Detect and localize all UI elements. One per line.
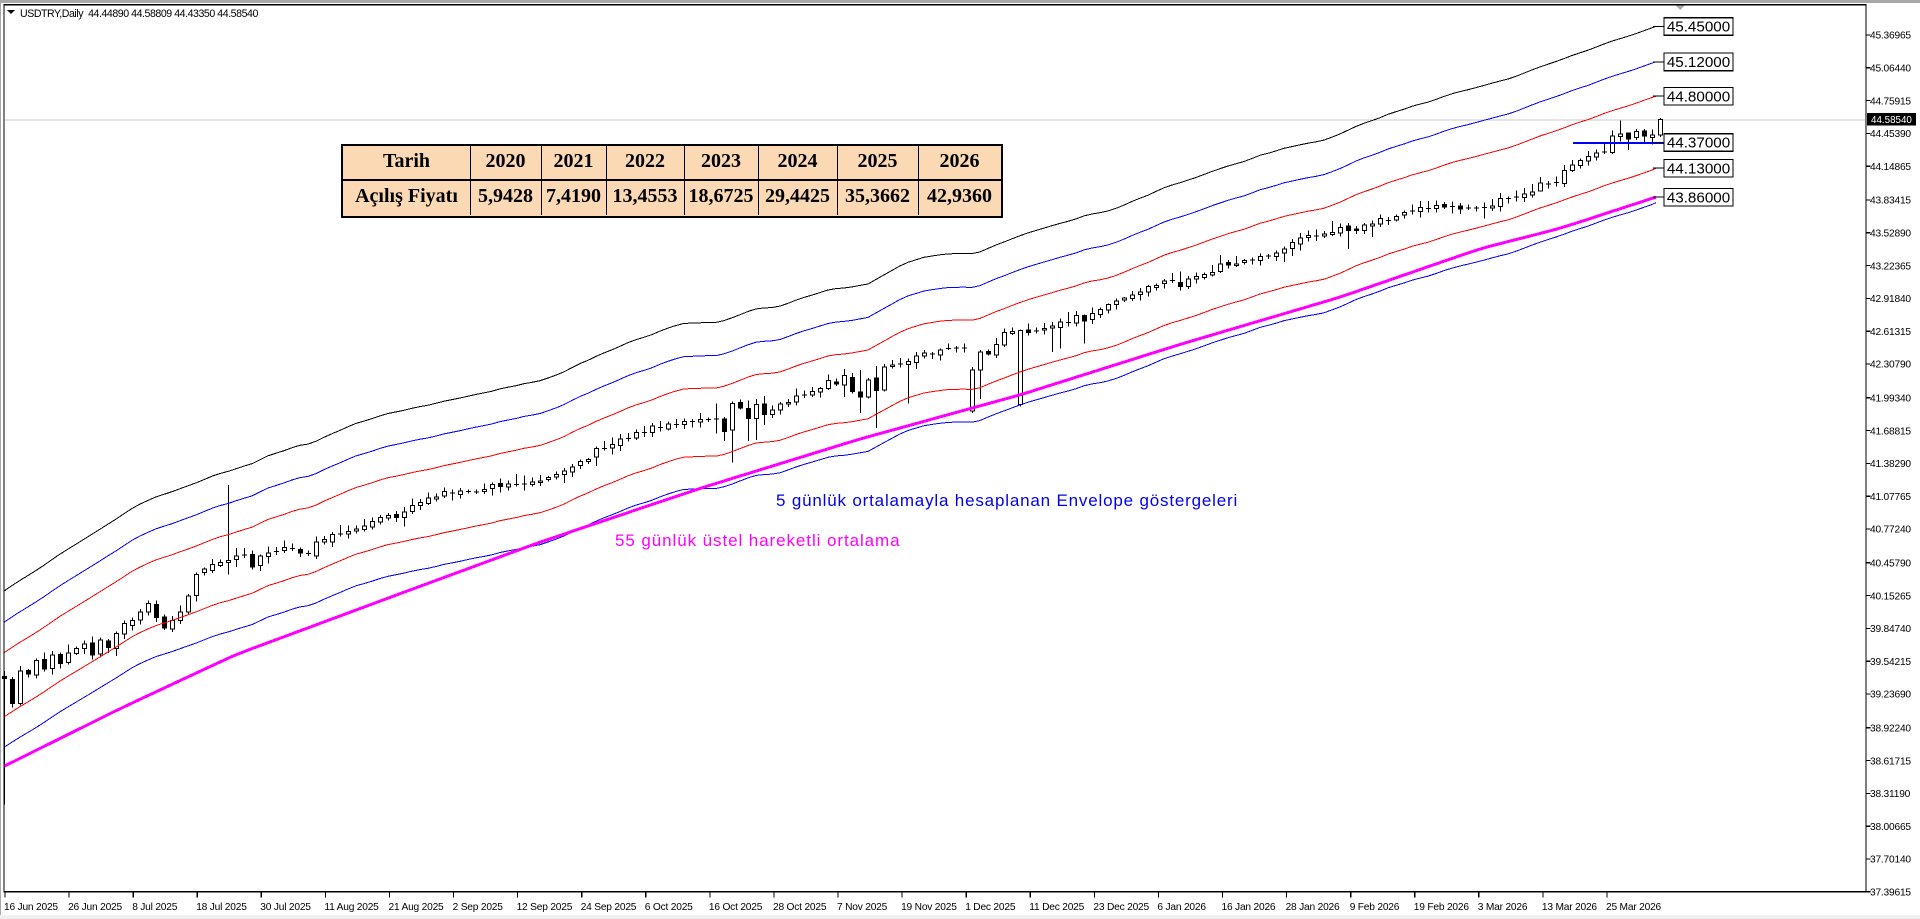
svg-text:45.45000: 45.45000 [1667,19,1730,36]
svg-text:23 Dec 2025: 23 Dec 2025 [1093,902,1149,913]
svg-text:42.30790: 42.30790 [1870,360,1911,371]
svg-text:25 Mar 2026: 25 Mar 2026 [1606,902,1662,913]
svg-text:42.91840: 42.91840 [1870,294,1911,305]
svg-text:37.39615: 37.39615 [1870,888,1911,899]
svg-text:41.38290: 41.38290 [1870,459,1911,470]
svg-text:13 Mar 2026: 13 Mar 2026 [1542,902,1598,913]
svg-text:30 Jul 2025: 30 Jul 2025 [260,902,311,913]
svg-text:43.83415: 43.83415 [1870,196,1911,207]
svg-text:12 Sep 2025: 12 Sep 2025 [517,902,573,913]
svg-text:43.52890: 43.52890 [1870,229,1911,240]
svg-text:44.75915: 44.75915 [1870,96,1911,107]
svg-text:38.00665: 38.00665 [1870,822,1911,833]
svg-text:26 Jun 2025: 26 Jun 2025 [68,902,122,913]
svg-text:42.61315: 42.61315 [1870,327,1911,338]
svg-text:44.37000: 44.37000 [1667,135,1730,152]
svg-text:16 Jan 2026: 16 Jan 2026 [1222,902,1276,913]
svg-text:16 Jun 2025: 16 Jun 2025 [4,902,58,913]
svg-text:39.23690: 39.23690 [1870,690,1911,701]
svg-text:40.15265: 40.15265 [1870,591,1911,602]
svg-text:3 Mar 2026: 3 Mar 2026 [1478,902,1528,913]
svg-text:28 Oct 2025: 28 Oct 2025 [773,902,827,913]
svg-text:2 Sep 2025: 2 Sep 2025 [453,902,504,913]
svg-text:44.45390: 44.45390 [1870,129,1911,140]
svg-text:11 Aug 2025: 11 Aug 2025 [324,902,379,913]
svg-text:9 Feb 2026: 9 Feb 2026 [1350,902,1400,913]
svg-text:44.13000: 44.13000 [1667,161,1730,178]
svg-text:43.22365: 43.22365 [1870,261,1911,272]
svg-text:19 Feb 2026: 19 Feb 2026 [1414,902,1470,913]
svg-text:45.12000: 45.12000 [1667,54,1730,71]
svg-text:11 Dec 2025: 11 Dec 2025 [1029,902,1084,913]
svg-text:44.58540: 44.58540 [1871,115,1912,126]
svg-text:45.36965: 45.36965 [1870,31,1911,42]
svg-text:16 Oct 2025: 16 Oct 2025 [709,902,763,913]
svg-text:41.99340: 41.99340 [1870,394,1911,405]
svg-text:6 Jan 2026: 6 Jan 2026 [1157,902,1206,913]
svg-text:39.54215: 39.54215 [1870,657,1911,668]
svg-text:41.68815: 41.68815 [1870,426,1911,437]
svg-text:1 Dec 2025: 1 Dec 2025 [965,902,1016,913]
svg-text:37.70140: 37.70140 [1870,855,1911,866]
svg-text:6 Oct 2025: 6 Oct 2025 [645,902,693,913]
svg-text:28 Jan 2026: 28 Jan 2026 [1286,902,1340,913]
svg-text:38.31190: 38.31190 [1870,789,1911,800]
svg-text:38.92240: 38.92240 [1870,724,1911,735]
svg-text:38.61715: 38.61715 [1870,756,1911,767]
svg-text:40.77240: 40.77240 [1870,525,1911,536]
svg-text:44.14865: 44.14865 [1870,162,1911,173]
svg-text:8 Jul 2025: 8 Jul 2025 [132,902,178,913]
svg-text:39.84740: 39.84740 [1870,624,1911,635]
svg-text:40.45790: 40.45790 [1870,559,1911,570]
svg-text:43.86000: 43.86000 [1667,190,1730,207]
svg-text:24 Sep 2025: 24 Sep 2025 [581,902,637,913]
svg-text:18 Jul 2025: 18 Jul 2025 [196,902,247,913]
svg-text:19 Nov 2025: 19 Nov 2025 [901,902,957,913]
svg-text:41.07765: 41.07765 [1870,492,1911,503]
svg-text:21 Aug 2025: 21 Aug 2025 [389,902,445,913]
svg-text:7 Nov 2025: 7 Nov 2025 [837,902,888,913]
svg-text:44.80000: 44.80000 [1667,89,1730,106]
svg-text:45.06440: 45.06440 [1870,64,1911,75]
